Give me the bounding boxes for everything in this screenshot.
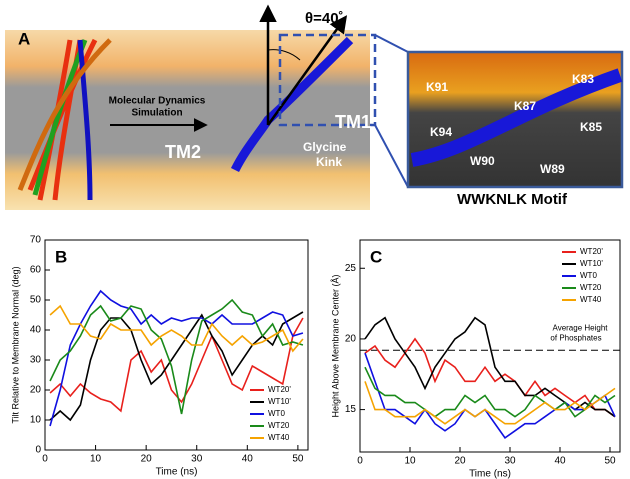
y-tick-label: 10 — [30, 415, 42, 426]
legend-label: WT10' — [268, 397, 291, 406]
helix — [32, 39, 88, 196]
data-line — [364, 337, 616, 418]
arrow-text: Simulation — [131, 108, 182, 119]
arrow-text: Molecular Dynamics — [109, 96, 206, 107]
zoom-line — [374, 124, 409, 188]
x-tick-label: 20 — [141, 454, 153, 465]
y-tick-label: 25 — [345, 263, 357, 274]
legend-label: WT20 — [580, 283, 602, 292]
legend-label: WT20' — [268, 385, 291, 394]
y-axis-label: Tilt Relative to Membrane Normal (deg) — [10, 266, 20, 423]
angle-label: θ=40˚ — [305, 10, 344, 27]
panel-label: B — [55, 247, 67, 266]
x-tick-label: 0 — [42, 454, 48, 465]
legend-label: WT20 — [268, 421, 290, 430]
legend-label: WT40 — [268, 433, 290, 442]
y-axis-label: Height Above Membrane Center (Å) — [330, 274, 340, 417]
plot-frame — [359, 239, 621, 453]
residue-label: W89 — [540, 162, 565, 176]
x-tick-label: 50 — [604, 456, 616, 467]
legend-label: WT0 — [268, 409, 285, 418]
data-line — [49, 304, 304, 353]
tm-label: TM2 — [165, 142, 201, 162]
y-tick-label: 20 — [345, 334, 357, 345]
data-line — [49, 289, 304, 427]
annotation: Average Height — [553, 323, 609, 332]
legend-label: WT10' — [580, 259, 603, 268]
x-tick-label: 40 — [554, 456, 566, 467]
helix — [410, 68, 623, 167]
panel-label: A — [18, 29, 30, 48]
y-tick-label: 20 — [30, 385, 42, 396]
x-tick-label: 10 — [90, 454, 102, 465]
zoom-region — [278, 33, 377, 127]
x-axis-label: Time (ns) — [156, 467, 198, 478]
residue-label: K91 — [426, 80, 448, 94]
legend-label: WT40 — [580, 295, 602, 304]
x-tick-label: 20 — [454, 456, 466, 467]
residue-label: K85 — [580, 120, 602, 134]
residue-label: K87 — [514, 99, 536, 113]
data-line — [49, 317, 304, 413]
y-tick-label: 70 — [30, 235, 42, 246]
y-tick-label: 30 — [30, 355, 42, 366]
plot-frame — [44, 239, 309, 451]
panel-a: A Molecular Dynamics Simulation θ=40˚ TM… — [5, 4, 624, 210]
x-axis-label: Time (ns) — [469, 469, 511, 479]
x-tick-label: 50 — [292, 454, 304, 465]
residue-label: K83 — [572, 72, 594, 86]
y-tick-label: 15 — [345, 404, 357, 415]
legend-label: WT0 — [580, 271, 597, 280]
data-line — [364, 381, 616, 425]
y-tick-label: 60 — [30, 265, 42, 276]
helix — [17, 38, 112, 191]
helix — [230, 36, 354, 173]
y-tick-label: 0 — [35, 445, 41, 456]
data-line — [364, 352, 616, 439]
x-tick-label: 30 — [191, 454, 203, 465]
data-line — [49, 311, 304, 422]
x-tick-label: 10 — [404, 456, 416, 467]
helix — [77, 39, 93, 201]
y-tick-label: 50 — [30, 295, 42, 306]
residue-label: W90 — [470, 154, 495, 168]
motif-label: WWKNLK Motif — [457, 191, 568, 208]
x-tick-label: 30 — [504, 456, 516, 467]
x-tick-label: 40 — [242, 454, 254, 465]
panel-label: C — [370, 247, 382, 266]
legend-label: WT20' — [580, 247, 603, 256]
x-tick-label: 0 — [357, 456, 363, 467]
kink-label: Glycine — [303, 140, 347, 154]
annotation: of Phosphates — [550, 333, 601, 342]
angle-arc — [267, 49, 301, 61]
kink-label: Kink — [316, 155, 342, 169]
residue-label: K94 — [430, 125, 452, 139]
tm-label: TM1 — [335, 112, 371, 132]
zoom-line — [374, 34, 409, 53]
data-line — [364, 366, 616, 418]
data-line — [49, 298, 304, 415]
y-tick-label: 40 — [30, 325, 42, 336]
